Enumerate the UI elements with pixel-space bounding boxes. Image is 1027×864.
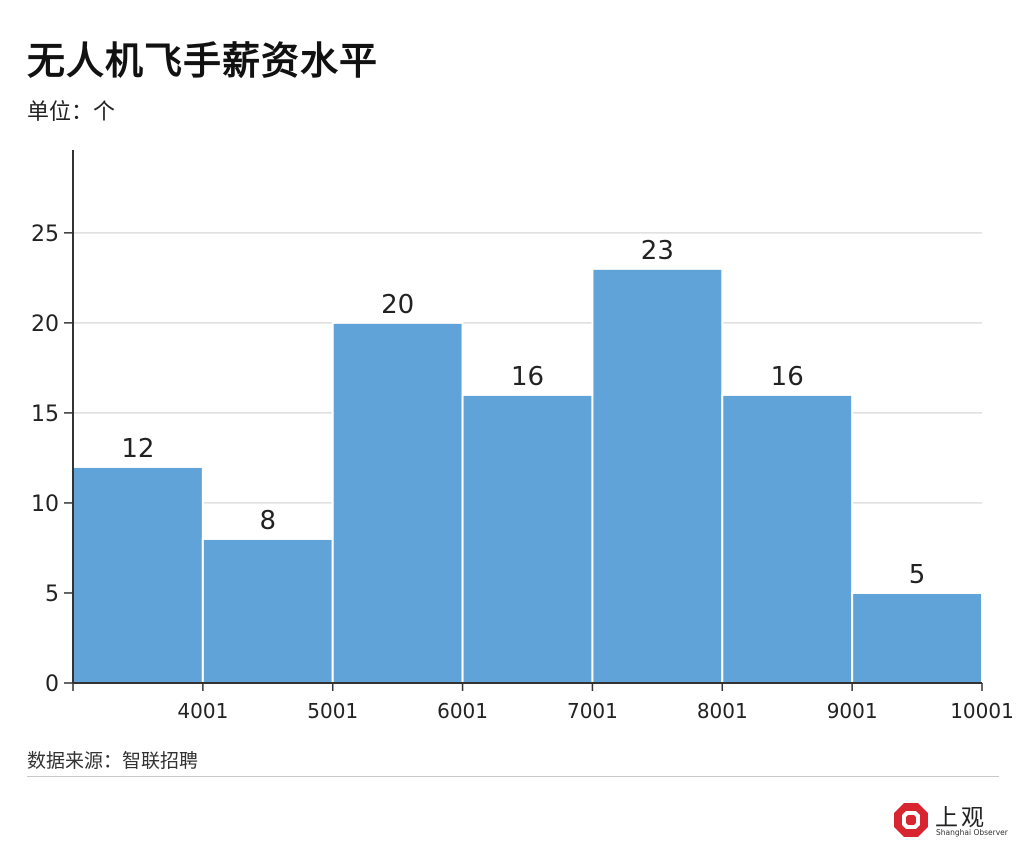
data-source: 数据来源：智联招聘: [27, 750, 199, 772]
bar-value-label: 16: [771, 362, 804, 392]
y-tick-label: 5: [45, 582, 59, 607]
bar-value-label: 8: [260, 506, 277, 536]
x-tick-label: 9001: [827, 699, 878, 723]
histogram-bar: [461, 393, 594, 684]
y-tick-label: 15: [31, 402, 59, 427]
x-tick-label: 8001: [697, 699, 748, 723]
chart-title: 无人机飞手薪资水平: [27, 39, 379, 83]
y-tick-label: 10: [31, 492, 59, 517]
bar-value-label: 16: [511, 362, 544, 392]
chart-unit: 单位：个: [27, 100, 116, 125]
logo-text-cn: 上观: [935, 805, 987, 831]
histogram-chart: 0 5 10 15 20 25 12 8 20 16 23 16 5 4001 5001 6001 7001 80…: [31, 150, 1014, 723]
labels: 0 5 10 15 20 25 12 8 20 16 23 16 5 4001 5001 6001 7001 80…: [31, 222, 1014, 723]
x-tick-label: 4001: [177, 699, 228, 723]
histogram-bar: [72, 465, 204, 684]
histogram-bar: [851, 591, 984, 684]
bar-value-label: 5: [909, 560, 926, 590]
logo-text-en: Shanghai Observer: [936, 828, 1008, 837]
histogram-bar: [331, 321, 464, 684]
histogram-bar: [721, 393, 854, 684]
axes: [64, 150, 983, 691]
footer-divider: [27, 776, 999, 777]
bar-value-label: 23: [641, 236, 674, 266]
x-tick-label: 5001: [307, 699, 358, 723]
shanghai-observer-logo: 上观 Shanghai Observer: [893, 798, 1008, 842]
x-tick-label: 10001: [950, 699, 1014, 723]
histogram-bar: [591, 267, 724, 684]
logo-mark-icon: [894, 803, 928, 837]
bars: [72, 267, 984, 684]
bar-value-label: 20: [381, 290, 414, 320]
y-tick-label: 20: [31, 312, 59, 337]
histogram-bar: [201, 537, 334, 684]
y-tick-label: 25: [31, 222, 59, 247]
bar-value-label: 12: [121, 434, 154, 464]
x-tick-label: 6001: [437, 699, 488, 723]
x-tick-label: 7001: [567, 699, 618, 723]
y-tick-label: 0: [45, 672, 59, 697]
